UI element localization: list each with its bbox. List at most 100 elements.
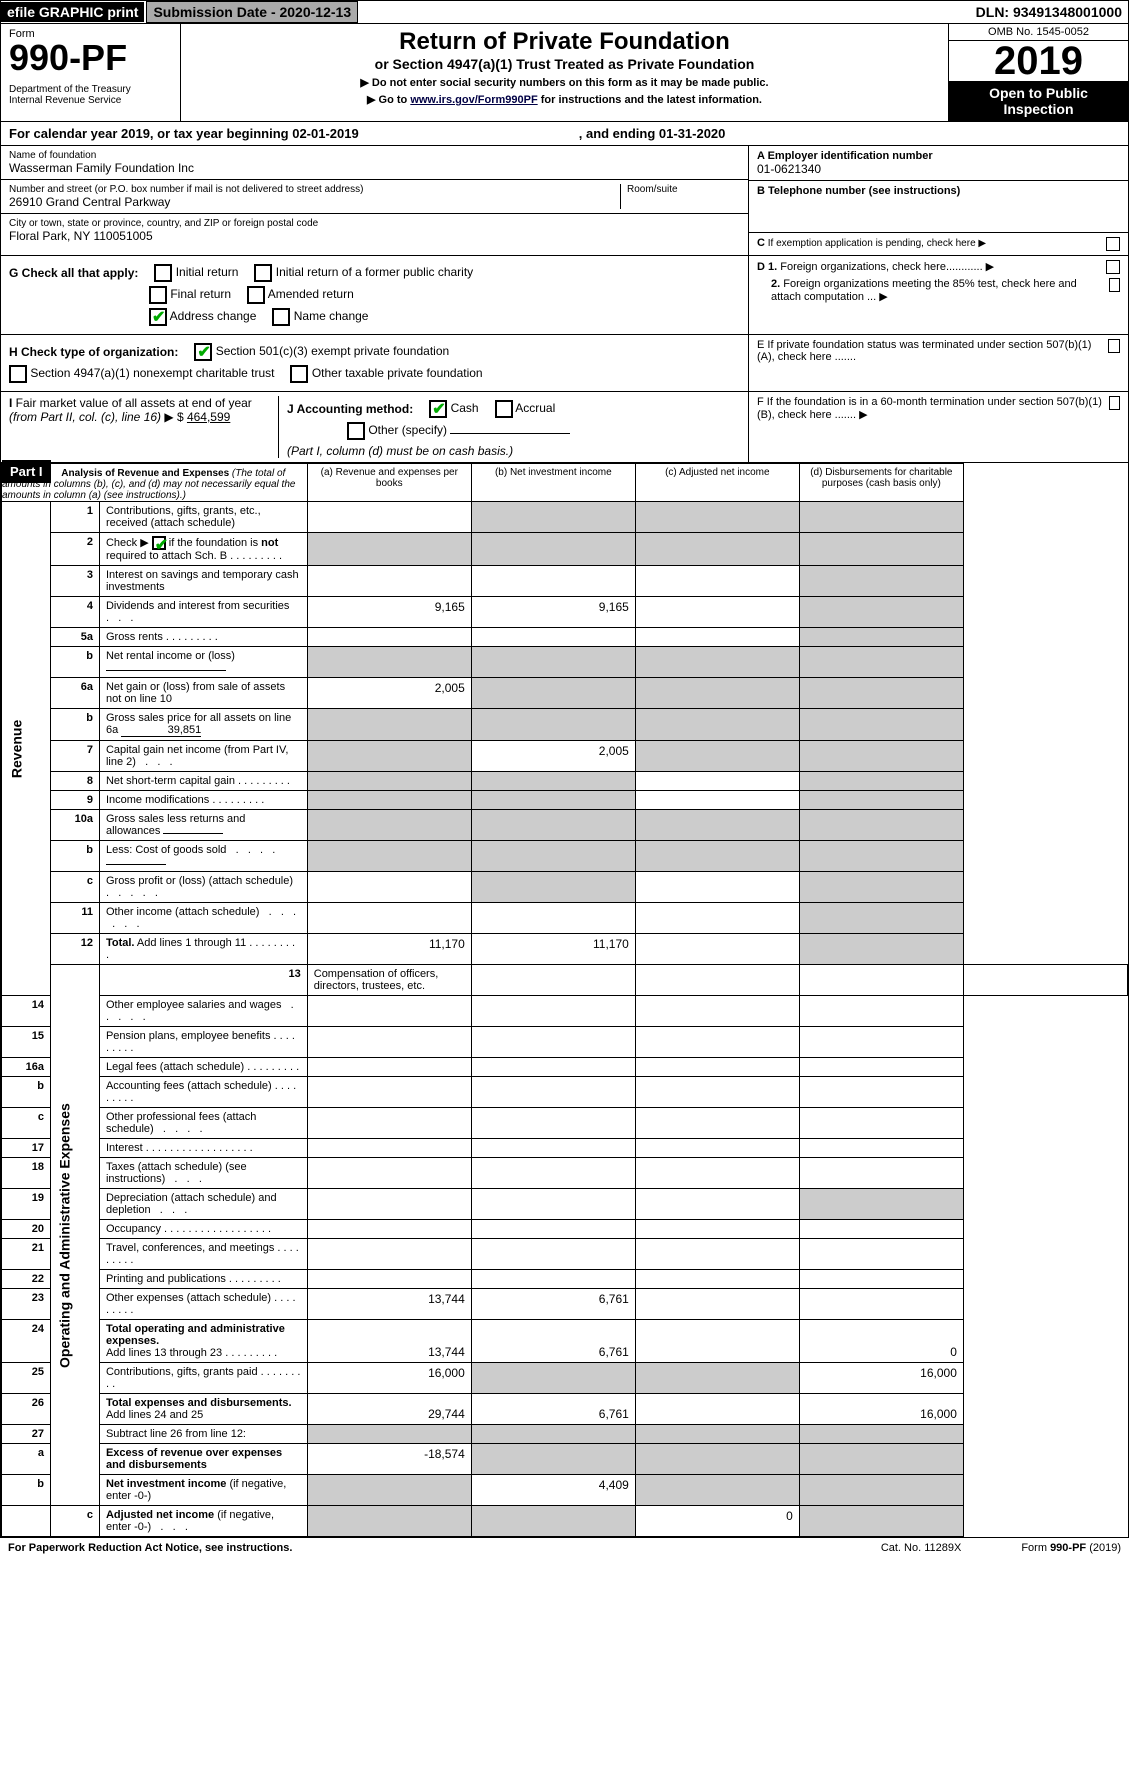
line-15: 15Pension plans, employee benefits — [2, 1027, 1128, 1058]
dept-label: Department of the TreasuryInternal Reven… — [9, 84, 172, 106]
cal-begin: For calendar year 2019, or tax year begi… — [9, 126, 359, 141]
e-check: E If private foundation status was termi… — [748, 335, 1128, 391]
accrual-cb[interactable] — [495, 400, 513, 418]
form-header: Form 990-PF Department of the TreasuryIn… — [1, 24, 1128, 122]
checks-row-1: G Check all that apply: Initial return I… — [1, 256, 1128, 335]
l6b-value: 39,851 — [121, 724, 201, 737]
form-page: efile GRAPHIC print Submission Date - 20… — [0, 0, 1129, 1538]
initial-former-cb[interactable] — [254, 264, 272, 282]
line-10c: cGross profit or (loss) (attach schedule… — [2, 872, 1128, 903]
name-cell: Name of foundation Wasserman Family Foun… — [1, 146, 748, 180]
line-4: 4Dividends and interest from securities … — [2, 597, 1128, 628]
d2-label: 2. Foreign organizations meeting the 85%… — [757, 278, 1105, 303]
line-27: 27Subtract line 26 from line 12: — [2, 1425, 1128, 1444]
g5-label: Address change — [170, 309, 257, 323]
address-cell: Number and street (or P.O. box number if… — [1, 180, 748, 214]
name-label: Name of foundation — [9, 150, 740, 161]
h-label: H Check type of organization: — [9, 345, 178, 359]
ein-value: 01-0621340 — [757, 162, 1120, 176]
form-number-box: Form 990-PF Department of the TreasuryIn… — [1, 24, 181, 121]
line-18: 18Taxes (attach schedule) (see instructi… — [2, 1158, 1128, 1189]
form-subtitle: or Section 4947(a)(1) Trust Treated as P… — [185, 56, 944, 72]
e-label: E If private foundation status was termi… — [757, 339, 1104, 363]
col-a-header: (a) Revenue and expenses per books — [307, 464, 471, 502]
cat-number: Cat. No. 11289X — [881, 1542, 962, 1554]
phone-label: B Telephone number (see instructions) — [757, 185, 960, 197]
pending-checkbox[interactable] — [1106, 237, 1120, 251]
line-26: 26Total expenses and disbursements. Add … — [2, 1394, 1128, 1425]
d-checks: D 1. Foreign organizations, check here..… — [748, 256, 1128, 334]
g1-label: Initial return — [176, 265, 239, 279]
phone-cell: B Telephone number (see instructions) — [749, 181, 1128, 233]
j-box: J Accounting method: Cash Accrual Other … — [279, 396, 740, 458]
amended-return-cb[interactable] — [247, 286, 265, 304]
line-17: 17Interest — [2, 1139, 1128, 1158]
irs-link[interactable]: www.irs.gov/Form990PF — [410, 94, 537, 106]
part1-table: Part I Analysis of Revenue and Expenses … — [1, 463, 1128, 1537]
pending-label: C If exemption application is pending, c… — [757, 237, 986, 249]
g3-label: Final return — [170, 287, 231, 301]
line-16a: 16aLegal fees (attach schedule) — [2, 1058, 1128, 1077]
501c3-cb[interactable] — [194, 343, 212, 361]
col-c-header: (c) Adjusted net income — [635, 464, 799, 502]
col-b-header: (b) Net investment income — [471, 464, 635, 502]
j-note: (Part I, column (d) must be on cash basi… — [287, 444, 740, 458]
other-taxable-cb[interactable] — [290, 365, 308, 383]
line-10b: bLess: Cost of goods sold . . . . — [2, 841, 1128, 872]
line-7: 7Capital gain net income (from Part IV, … — [2, 741, 1128, 772]
footer-left: For Paperwork Reduction Act Notice, see … — [8, 1542, 292, 1554]
i-box: I Fair market value of all assets at end… — [9, 396, 279, 458]
efile-badge: efile GRAPHIC print — [1, 2, 144, 22]
pending-cell: C If exemption application is pending, c… — [749, 233, 1128, 255]
j3-label: Other (specify) — [368, 423, 447, 437]
city-cell: City or town, state or province, country… — [1, 214, 748, 247]
line-20: 20Occupancy — [2, 1220, 1128, 1239]
h-checks: H Check type of organization: Section 50… — [1, 335, 748, 391]
e-cb[interactable] — [1108, 339, 1120, 353]
submission-date: Submission Date - 2020-12-13 — [146, 1, 358, 23]
line-16c: cOther professional fees (attach schedul… — [2, 1108, 1128, 1139]
expenses-label: Operating and Administrative Expenses — [50, 965, 99, 1506]
ein-cell: A Employer identification number 01-0621… — [749, 146, 1128, 181]
dln: DLN: 93491348001000 — [970, 2, 1128, 22]
g6-label: Name change — [294, 309, 369, 323]
city-label: City or town, state or province, country… — [9, 218, 740, 229]
j1-label: Cash — [451, 401, 479, 415]
ein-label: A Employer identification number — [757, 150, 933, 162]
title-box: Return of Private Foundation or Section … — [181, 24, 948, 121]
city-state-zip: Floral Park, NY 110051005 — [9, 229, 740, 243]
line-12: 12Total. Add lines 1 through 1111,17011,… — [2, 934, 1128, 965]
year-box: OMB No. 1545-0052 2019 Open to Public In… — [948, 24, 1128, 121]
sch-b-cb[interactable] — [152, 536, 166, 550]
open-to-public: Open to Public Inspection — [949, 81, 1128, 121]
cash-cb[interactable] — [429, 400, 447, 418]
d1-cb[interactable] — [1106, 260, 1120, 274]
line-3: 3Interest on savings and temporary cash … — [2, 566, 1128, 597]
room-label: Room/suite — [627, 184, 740, 195]
name-change-cb[interactable] — [272, 308, 290, 326]
other-specify-line — [450, 433, 570, 434]
line-5b: bNet rental income or (loss) — [2, 647, 1128, 678]
line-2: 2Check ▶ if the foundation is not requir… — [2, 533, 1128, 566]
fmv-value: 464,599 — [187, 410, 230, 424]
instruction-2: ▶ Go to www.irs.gov/Form990PF for instru… — [185, 93, 944, 106]
d1-label: D 1. Foreign organizations, check here..… — [757, 260, 994, 274]
4947-cb[interactable] — [9, 365, 27, 383]
f-cb[interactable] — [1109, 396, 1120, 410]
line-10a: 10aGross sales less returns and allowanc… — [2, 810, 1128, 841]
form-number: 990-PF — [9, 40, 172, 76]
street-address: 26910 Grand Central Parkway — [9, 195, 620, 209]
final-return-cb[interactable] — [149, 286, 167, 304]
line-19: 19Depreciation (attach schedule) and dep… — [2, 1189, 1128, 1220]
address-change-cb[interactable] — [149, 308, 167, 326]
initial-return-cb[interactable] — [154, 264, 172, 282]
j-label: J Accounting method: — [287, 402, 413, 416]
addr-label: Number and street (or P.O. box number if… — [9, 184, 620, 195]
line-5a: 5aGross rents — [2, 628, 1128, 647]
h2-label: Section 4947(a)(1) nonexempt charitable … — [30, 366, 274, 380]
d2-cb[interactable] — [1109, 278, 1120, 292]
g-label: G Check all that apply: — [9, 266, 138, 280]
other-method-cb[interactable] — [347, 422, 365, 440]
entity-row: Name of foundation Wasserman Family Foun… — [1, 146, 1128, 256]
cal-end: , and ending 01-31-2020 — [579, 126, 726, 141]
